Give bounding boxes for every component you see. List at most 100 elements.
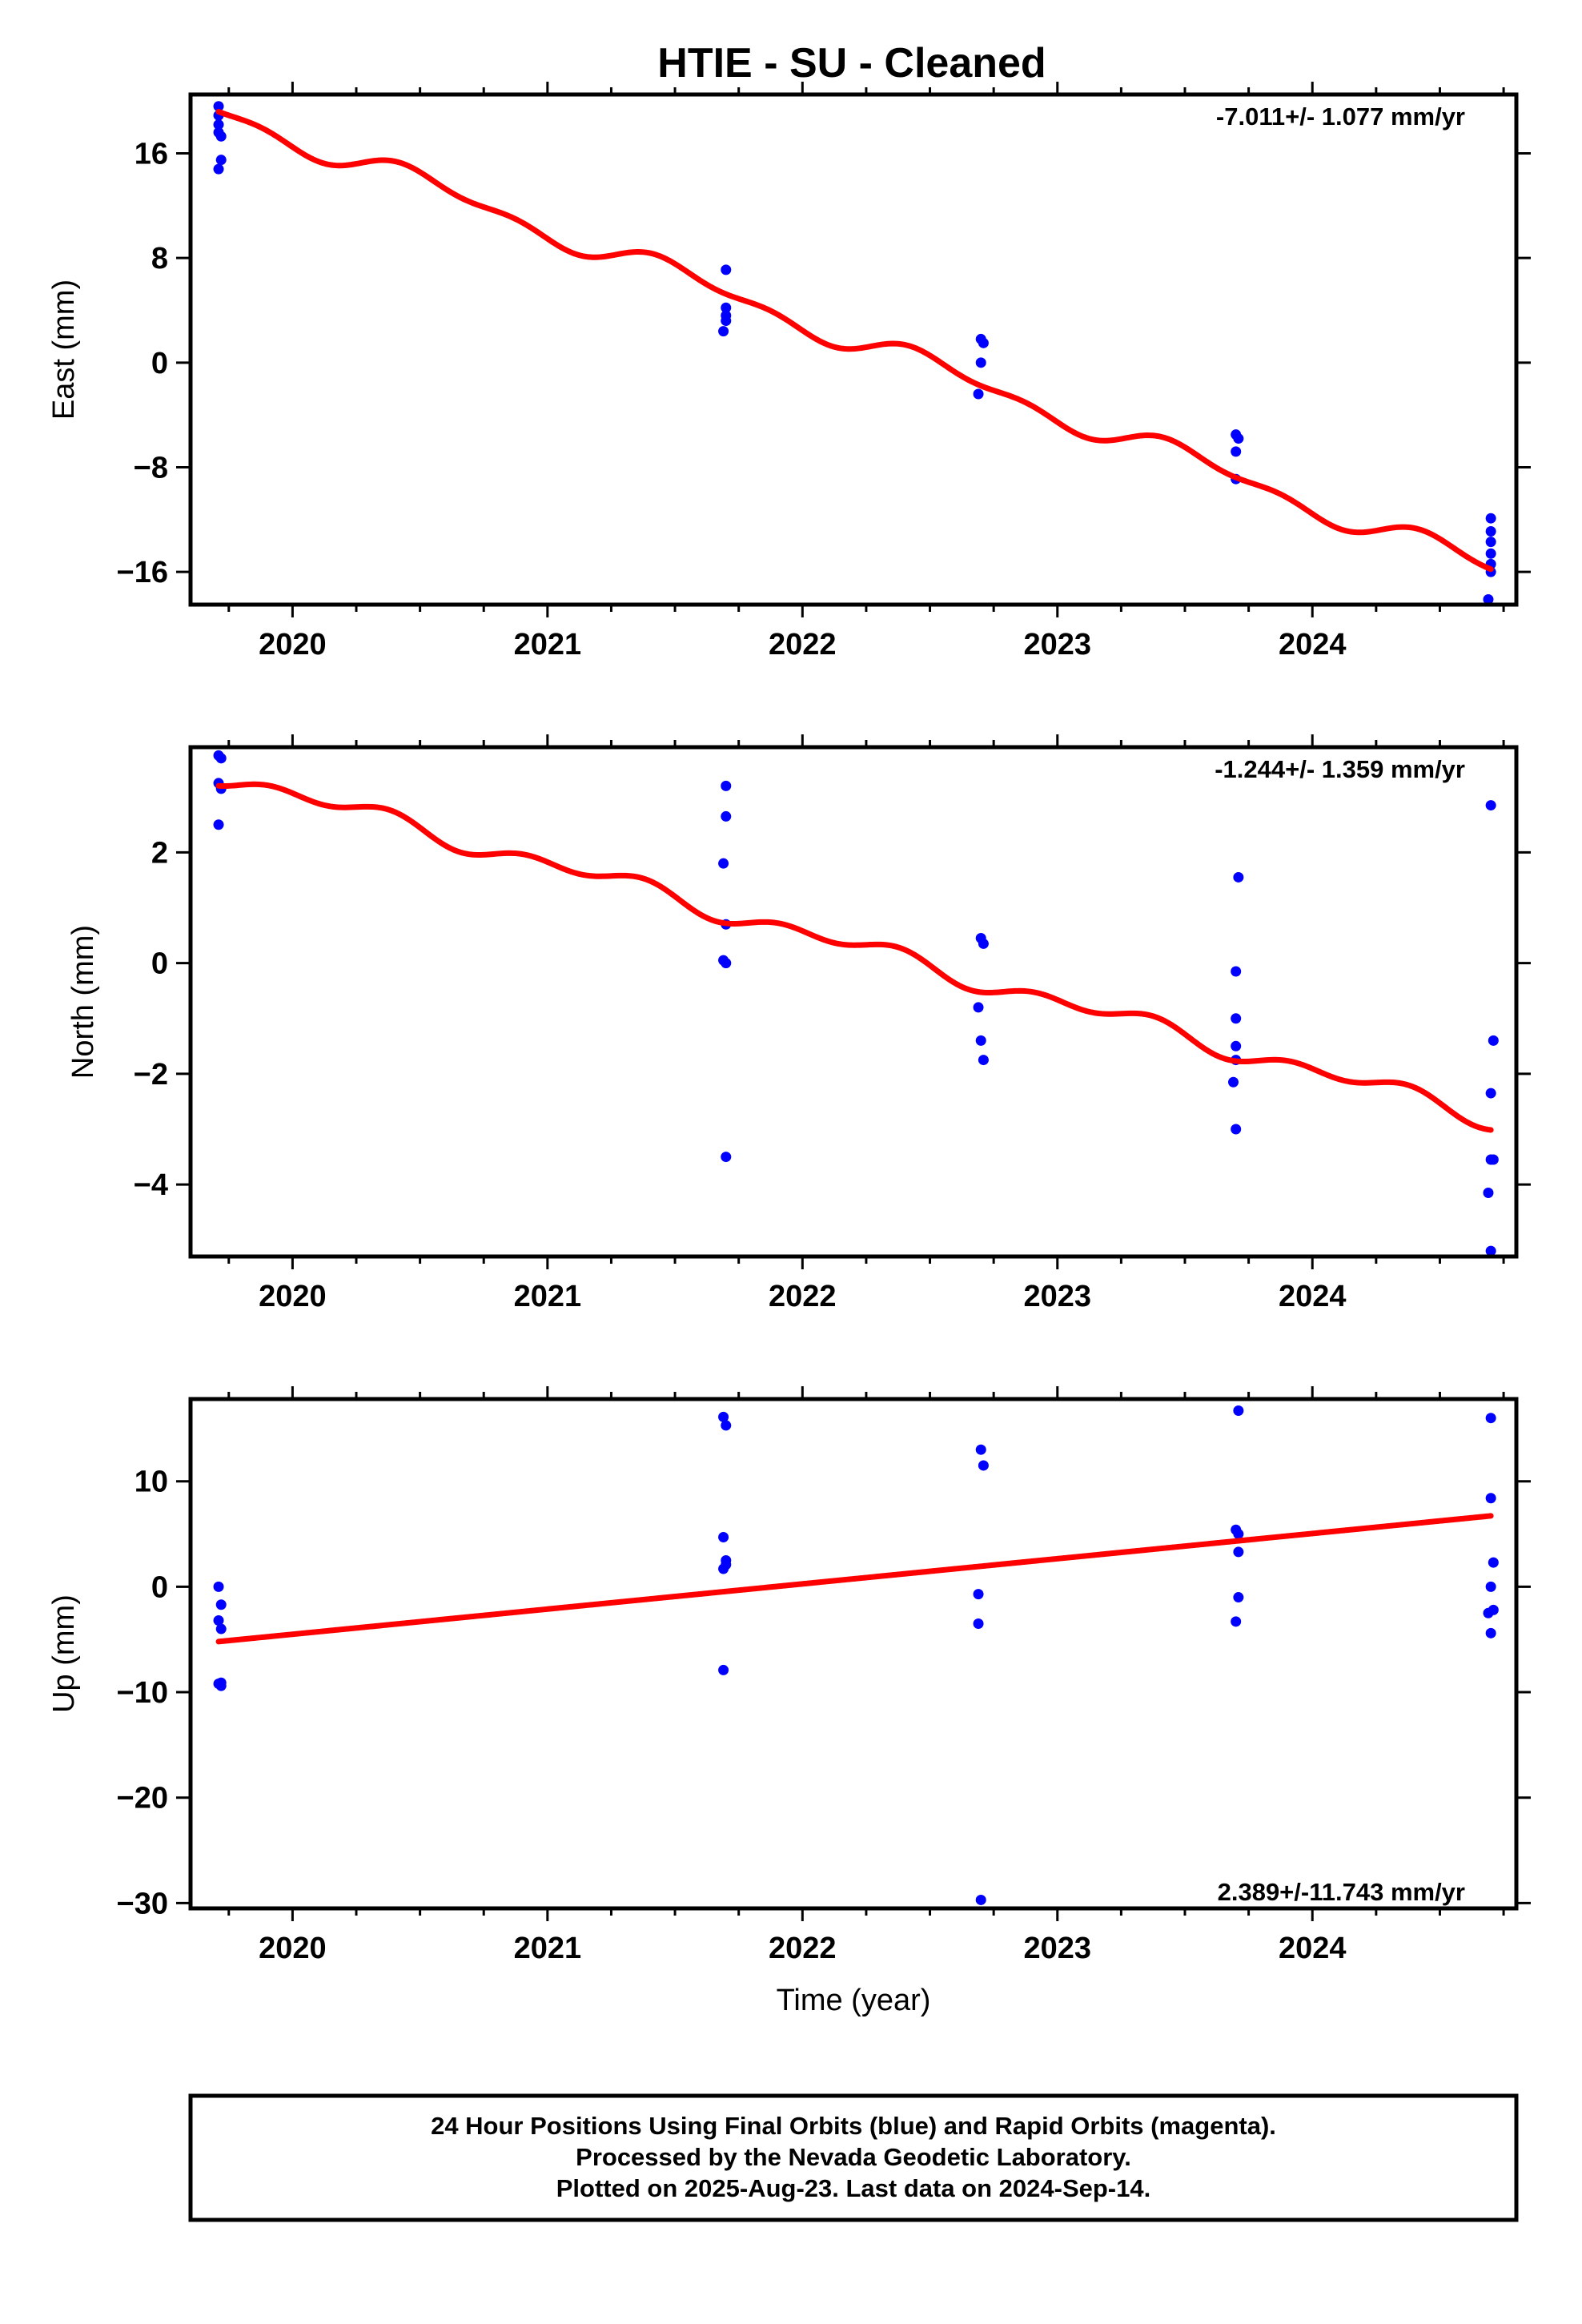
data-point — [975, 357, 986, 368]
data-point — [1485, 1088, 1496, 1099]
north-panel: 2020 2021 2022 2023 2024 2 0 −2 −4 North (mm) -1.2… — [66, 734, 1531, 1313]
trend-line — [215, 1513, 1494, 1645]
data-point — [1485, 537, 1496, 548]
data-point — [1483, 1188, 1494, 1198]
data-point — [213, 1615, 224, 1626]
x-tick-label: 2022 — [769, 628, 837, 661]
x-tick-label: 2021 — [514, 628, 582, 661]
data-point — [721, 1152, 732, 1163]
data-point — [1485, 800, 1496, 811]
y-tick-label: −10 — [117, 1676, 168, 1710]
data-point — [973, 1589, 984, 1600]
figure-title: HTIE - SU - Cleaned — [657, 40, 1046, 86]
data-point — [1485, 1493, 1496, 1504]
y-tick-label: 2 — [151, 836, 168, 870]
data-point — [1485, 1245, 1496, 1256]
x-tick-label: 2021 — [514, 1280, 582, 1313]
x-axis-label: Time (year) — [777, 1984, 931, 2017]
y-tick-label: −8 — [134, 452, 168, 485]
data-point — [1485, 526, 1496, 537]
y-axis-label: East (mm) — [47, 279, 81, 420]
data-point — [718, 1563, 729, 1574]
data-point — [213, 101, 224, 112]
data-point — [215, 155, 227, 166]
x-tick-label: 2022 — [769, 1932, 837, 1965]
x-tick-label: 2020 — [259, 1280, 327, 1313]
y-tick-label: −30 — [117, 1887, 168, 1920]
data-point — [1233, 871, 1244, 883]
east-panel: 2020 2021 2022 2023 2024 16 8 0 −8 −16 East (mm) -7… — [47, 82, 1531, 661]
data-point — [721, 780, 732, 791]
data-point — [1485, 548, 1496, 559]
x-tick-label: 2023 — [1023, 628, 1091, 661]
plot-frame — [188, 745, 1519, 1259]
footer-box: 24 Hour Positions Using Final Orbits (bl… — [188, 2093, 1519, 2222]
y-axis-label: Up (mm) — [47, 1594, 81, 1713]
y-tick-label: 16 — [135, 138, 168, 171]
trend-line — [215, 108, 1494, 573]
footer-frame — [188, 2093, 1519, 2222]
data-point — [718, 326, 729, 337]
x-tick-label: 2023 — [1023, 1280, 1091, 1313]
data-point — [718, 1531, 729, 1542]
data-point — [975, 1035, 986, 1046]
data-point — [721, 1420, 732, 1431]
data-point — [1231, 1040, 1242, 1051]
data-point — [213, 119, 224, 131]
data-point — [213, 819, 224, 830]
data-point — [1485, 513, 1496, 524]
data-point — [1483, 1607, 1494, 1618]
data-point — [978, 938, 989, 949]
data-point — [978, 1460, 989, 1471]
data-point — [973, 1618, 984, 1629]
data-point — [215, 1677, 227, 1688]
rate-label: -7.011+/- 1.077 mm/yr — [1216, 103, 1465, 131]
data-point — [1231, 1124, 1242, 1135]
data-point — [1233, 1592, 1244, 1603]
data-point — [721, 810, 732, 822]
y-tick-label: 0 — [151, 947, 168, 981]
plot-area — [191, 747, 1516, 1256]
data-point — [721, 264, 732, 275]
plot-frame — [188, 92, 1519, 607]
data-point — [1233, 1529, 1244, 1540]
data-point — [1231, 1616, 1242, 1627]
data-point — [1233, 1405, 1244, 1416]
data-point — [215, 131, 227, 142]
data-point — [1231, 1013, 1242, 1024]
footer-line-1: 24 Hour Positions Using Final Orbits (bl… — [431, 2112, 1276, 2140]
up-panel: 2020 2021 2022 2023 2024 10 0 −10 −20 −30 Up (mm) 2… — [47, 1386, 1531, 1965]
y-tick-label: 8 — [151, 242, 168, 275]
data-point — [975, 1444, 986, 1455]
data-point — [213, 163, 224, 175]
data-point — [978, 1055, 989, 1066]
data-point — [1485, 1627, 1496, 1638]
data-point — [1483, 593, 1494, 605]
y-tick-label: −16 — [117, 556, 168, 589]
x-tick-label: 2022 — [769, 1280, 837, 1313]
data-point — [1485, 1413, 1496, 1424]
footer-line-3: Plotted on 2025-Aug-23. Last data on 202… — [556, 2174, 1150, 2202]
data-point — [1488, 1557, 1499, 1568]
data-point — [1231, 966, 1242, 977]
data-point — [973, 1002, 984, 1013]
data-point — [1233, 1546, 1244, 1558]
y-tick-label: −20 — [117, 1782, 168, 1815]
data-point — [1485, 1581, 1496, 1592]
data-point — [213, 1581, 224, 1592]
y-axis-label: North (mm) — [66, 925, 100, 1079]
data-point — [215, 1623, 227, 1634]
x-tick-label: 2024 — [1279, 628, 1347, 661]
data-point — [721, 316, 732, 327]
plot-area — [191, 1399, 1516, 1908]
x-tick-label: 2020 — [259, 628, 327, 661]
x-tick-label: 2021 — [514, 1932, 582, 1965]
data-point — [1228, 1076, 1239, 1088]
y-tick-label: 0 — [151, 1570, 168, 1604]
data-point — [721, 958, 732, 969]
y-tick-label: −4 — [134, 1168, 168, 1202]
data-point — [215, 1599, 227, 1610]
data-point — [718, 858, 729, 869]
rate-label: 2.389+/-11.743 mm/yr — [1218, 1878, 1465, 1906]
